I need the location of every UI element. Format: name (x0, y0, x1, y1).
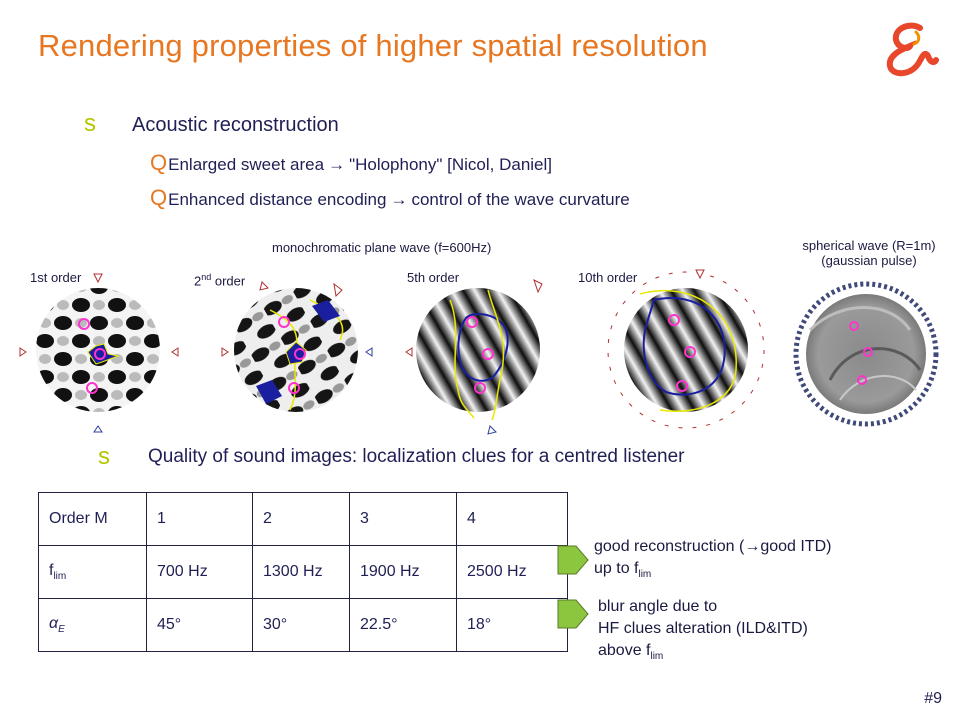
order-properties-table: Order M 1 2 3 4 flim 700 Hz 1300 Hz 1900… (38, 492, 568, 652)
note-good-reconstruction: good reconstruction (→good ITD) up to fl… (594, 538, 832, 581)
spherical-caption-line1: spherical wave (R=1m) (802, 238, 936, 253)
table-cell: 2 (252, 492, 350, 546)
sub-bullet-distance-encoding: QEnhanced distance encoding → control of t… (150, 185, 630, 211)
table-row-header: Order M (38, 492, 147, 546)
wave-field-figures (19, 269, 939, 435)
arrow-right-icon: → (744, 538, 761, 555)
bullet-quality-sound-images: Quality of sound images: localization cl… (148, 446, 685, 467)
sub-bullet-text-before: Enlarged sweet area (168, 155, 325, 174)
sub-bullet-text-after: "Holophony" [Nicol, Daniel] (349, 155, 553, 174)
table-cell: 1 (146, 492, 253, 546)
pointer-arrow-icon (557, 545, 589, 575)
table-row-header: αE (38, 598, 147, 652)
figure-order-2 (221, 281, 373, 412)
table-cell: 18° (456, 598, 568, 652)
table-row: Order M 1 2 3 4 (38, 492, 568, 546)
table-cell: 4 (456, 492, 568, 546)
sub-bullet-text-before: Enhanced distance encoding (168, 190, 387, 209)
arrow-right-icon: → (390, 190, 408, 209)
figure-order-5 (405, 279, 543, 435)
sub-bullet-text-after: control of the wave curvature (411, 190, 630, 209)
pointer-arrow-icon (557, 599, 589, 629)
table-row-header: flim (38, 545, 147, 599)
table-cell: 45° (146, 598, 253, 652)
sub-bullet-sweet-area: QEnlarged sweet area → "Holophony" [Nicol,… (150, 150, 552, 176)
order-label-10: 10th order (578, 270, 638, 285)
note-blur-angle: blur angle due to HF clues alteration (I… (598, 598, 808, 663)
figure-spherical-wave (793, 281, 939, 427)
bullet-marker: s (98, 443, 110, 470)
figure-order-1 (19, 273, 179, 433)
spherical-wave-caption: spherical wave (R=1m) (gaussian pulse) (784, 238, 954, 268)
table-cell: 3 (349, 492, 457, 546)
table-cell: 30° (252, 598, 350, 652)
page-number: #9 (924, 690, 942, 707)
bullet-acoustic-reconstruction: Acoustic reconstruction (132, 114, 339, 136)
table-row: flim 700 Hz 1300 Hz 1900 Hz 2500 Hz (38, 545, 568, 599)
company-logo (886, 22, 939, 77)
table-cell: 1900 Hz (349, 545, 457, 599)
order-label-2: 2nd order (194, 272, 246, 289)
order-label-5: 5th order (407, 270, 460, 285)
order-label-1: 1st order (30, 270, 82, 285)
slide-title: Rendering properties of higher spatial r… (38, 28, 708, 63)
table-cell: 2500 Hz (456, 545, 568, 599)
spherical-caption-line2: (gaussian pulse) (821, 253, 917, 268)
sub-bullet-marker: Q (150, 185, 168, 210)
figure-order-10 (607, 269, 765, 429)
sub-bullet-marker: Q (150, 150, 168, 175)
table-row: αE 45° 30° 22.5° 18° (38, 598, 568, 652)
plane-wave-caption: monochromatic plane wave (f=600Hz) (272, 240, 492, 255)
bullet-marker: s (84, 110, 96, 137)
arrow-right-icon: → (328, 155, 346, 174)
table-cell: 700 Hz (146, 545, 253, 599)
table-cell: 1300 Hz (252, 545, 350, 599)
table-cell: 22.5° (349, 598, 457, 652)
